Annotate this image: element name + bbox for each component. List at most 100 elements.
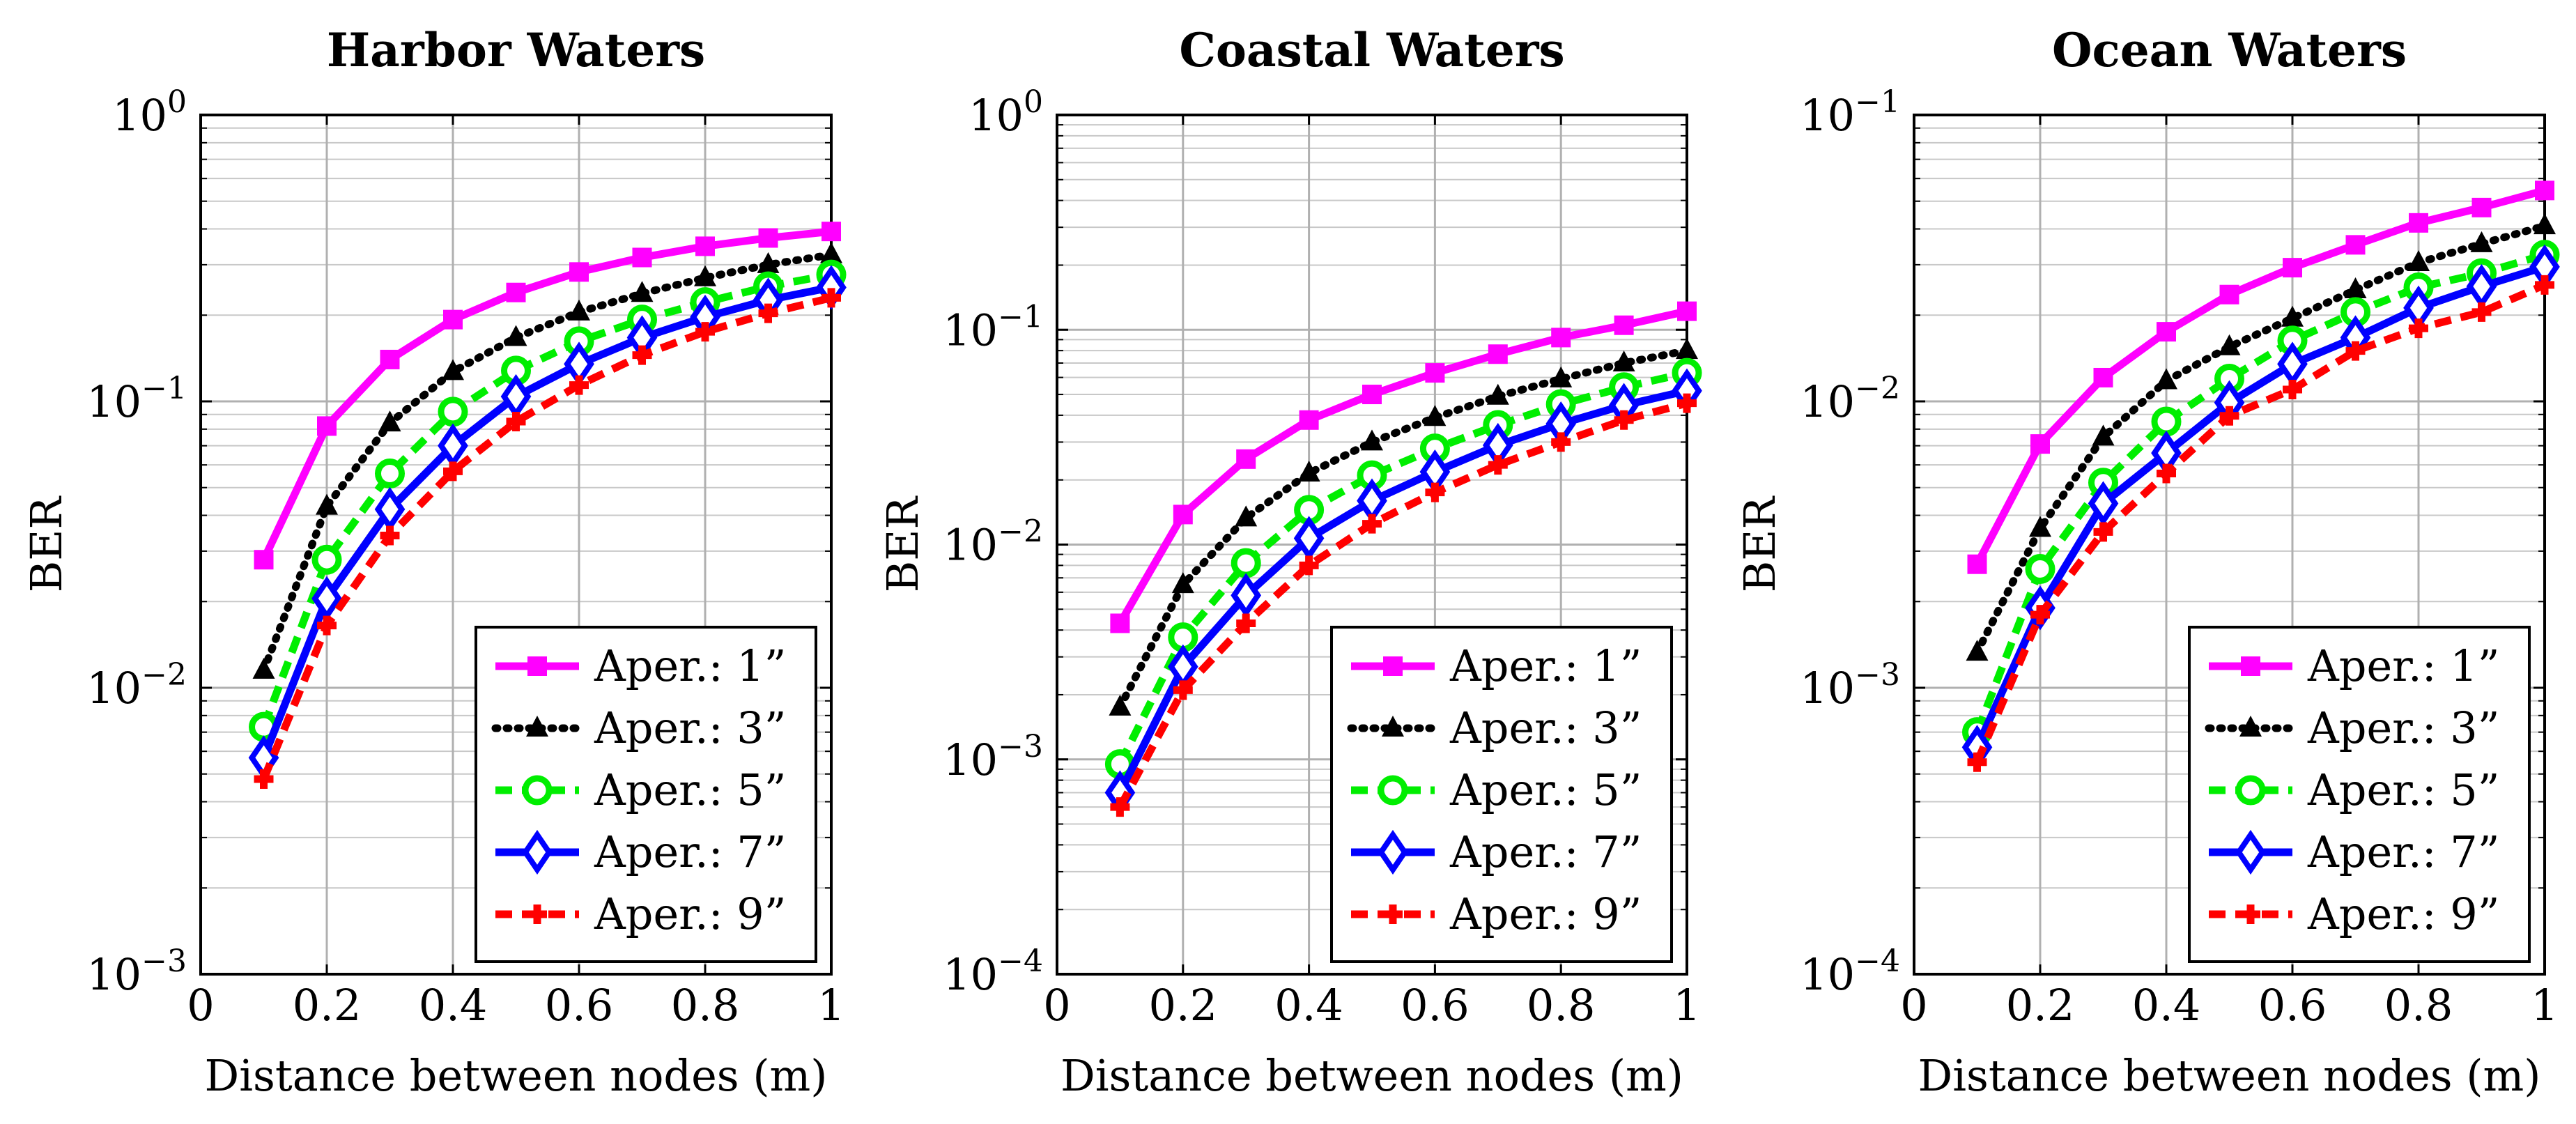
series-aper-1: [1110, 301, 1697, 633]
data-point: [506, 412, 526, 432]
data-point: [1425, 363, 1445, 383]
data-point: [569, 375, 589, 395]
legend: Aper.: 1” Aper.: 3” Aper.: 5” Aper.: 7” Aper…: [475, 626, 817, 963]
legend-marker: [522, 775, 553, 806]
data-point: [2344, 277, 2367, 299]
data-point: [1236, 449, 1256, 469]
y-tick-label: 10−2: [943, 514, 1043, 571]
data-point: [1424, 405, 1447, 426]
data-point: [2535, 180, 2554, 201]
x-tick-label: 1: [817, 980, 844, 1031]
data-point: [443, 461, 463, 482]
data-point: [1173, 505, 1193, 525]
data-point: [2092, 424, 2115, 446]
x-tick-label: 0.8: [1527, 980, 1596, 1031]
data-point: [254, 769, 274, 790]
data-point: [1967, 752, 1987, 772]
series-aper-5: [1962, 240, 2560, 748]
data-point: [2470, 231, 2493, 252]
data-point: [1966, 640, 1989, 661]
data-point: [2345, 341, 2366, 361]
plot-frame: [1913, 114, 2546, 976]
y-tick-label: 100: [969, 84, 1043, 141]
data-point: [2157, 463, 2176, 484]
data-point: [2157, 322, 2176, 342]
x-tick-label: 0: [1900, 980, 1927, 1031]
data-point: [316, 493, 338, 515]
legend-label: Aper.: 3”: [594, 702, 786, 753]
legend-label: Aper.: 5”: [1449, 764, 1642, 815]
x-tick-label: 0.2: [293, 980, 362, 1031]
data-point: [1110, 613, 1130, 633]
data-point: [1299, 410, 1319, 430]
legend-entry: Aper.: 3”: [1347, 702, 1642, 753]
y-tick-label: 10−1: [1800, 84, 1900, 141]
series-aper-7: [1104, 368, 1702, 815]
legend-marker: [2235, 829, 2266, 875]
x-axis-label: Distance between nodes (m): [1918, 1050, 2540, 1101]
legend-label: Aper.: 3”: [2307, 702, 2499, 753]
data-point: [569, 262, 589, 282]
data-point: [758, 303, 778, 323]
series-line: [260, 284, 833, 760]
x-tick-label: 0.4: [1274, 980, 1343, 1031]
legend-label: Aper.: 1”: [1449, 640, 1642, 691]
legend-marker: [2241, 656, 2260, 676]
data-point: [2218, 334, 2241, 355]
data-point: [2409, 213, 2428, 233]
legend: Aper.: 1” Aper.: 3” Aper.: 5” Aper.: 7” Aper…: [2188, 626, 2531, 963]
chart-title: Coastal Waters: [1179, 23, 1564, 77]
series-aper-1: [254, 222, 841, 570]
data-point: [2030, 605, 2050, 625]
x-tick-label: 1: [2531, 980, 2558, 1031]
series-aper-9: [254, 288, 841, 790]
y-tick-label: 10−4: [943, 944, 1043, 1000]
data-point: [2471, 197, 2492, 217]
data-point: [2219, 284, 2239, 305]
data-point: [695, 322, 715, 342]
legend-entry: Aper.: 7”: [495, 826, 786, 877]
data-point: [2283, 258, 2302, 278]
x-tick-label: 0.4: [2132, 980, 2201, 1031]
series-aper-1: [1967, 180, 2554, 574]
data-point: [2407, 249, 2430, 271]
legend-label: Aper.: 1”: [594, 640, 786, 691]
data-point: [2093, 367, 2113, 387]
plot-frame: [199, 114, 833, 976]
series-line: [260, 270, 833, 729]
series-aper-3: [252, 242, 842, 679]
data-point: [1235, 505, 1258, 527]
ticks: [1056, 114, 1688, 976]
data-point: [1551, 328, 1571, 348]
x-tick-label: 0.6: [1401, 980, 1470, 1031]
data-point: [2281, 305, 2304, 327]
legend-marker: [527, 904, 547, 924]
y-tick-label: 10−1: [86, 371, 187, 427]
data-point: [1614, 410, 1634, 430]
data-point: [2345, 235, 2366, 255]
data-point: [1967, 554, 1987, 574]
data-point: [2155, 368, 2177, 390]
data-point: [2088, 481, 2119, 526]
legend-label: Aper.: 5”: [594, 764, 786, 815]
data-point: [1488, 455, 1508, 475]
series-line: [1116, 346, 1691, 711]
data-point: [694, 265, 716, 286]
data-point: [380, 349, 400, 369]
data-point: [1109, 694, 1132, 716]
ticks: [1913, 114, 2546, 976]
x-tick-label: 0.6: [2258, 980, 2327, 1031]
y-tick-label: 10−3: [1800, 657, 1900, 714]
series-line: [1973, 222, 2549, 656]
data-point: [1361, 429, 1383, 451]
data-point: [1677, 301, 1697, 321]
data-point: [2093, 522, 2113, 542]
data-point: [375, 458, 405, 488]
legend-marker: [1383, 656, 1403, 676]
data-point: [2533, 213, 2556, 235]
data-point: [1299, 555, 1319, 576]
data-point: [757, 252, 780, 273]
data-point: [820, 242, 842, 263]
data-point: [1425, 482, 1445, 502]
